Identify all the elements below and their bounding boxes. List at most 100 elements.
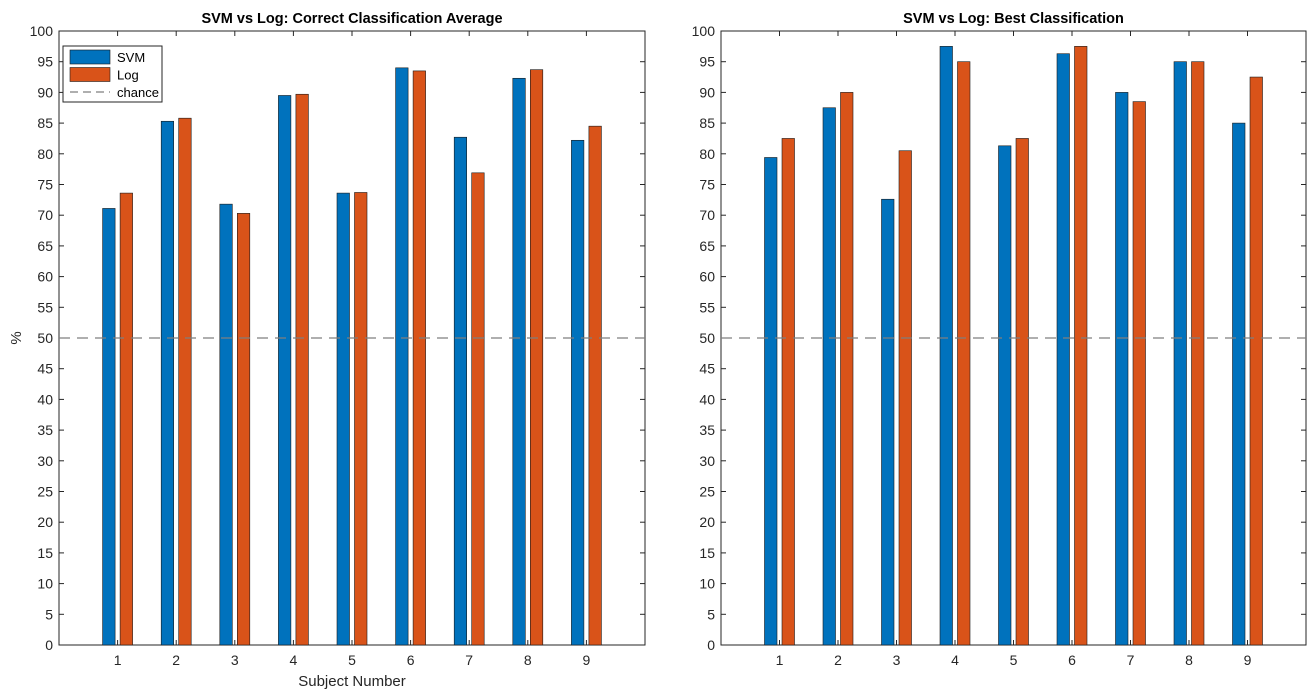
y-tick-label: 5 xyxy=(45,606,53,622)
legend-label-svm: SVM xyxy=(117,50,145,65)
chart-title: SVM vs Log: Correct Classification Avera… xyxy=(201,11,502,27)
bar-svm-subject-3 xyxy=(881,198,895,646)
bar-svm-subject-9 xyxy=(571,139,585,646)
legend-swatch-svm xyxy=(69,49,111,65)
x-tick-label: 8 xyxy=(524,652,532,668)
legend-label-chance: chance xyxy=(117,85,159,100)
bar-svm-subject-5 xyxy=(998,145,1012,646)
y-tick-label: 50 xyxy=(37,330,53,346)
x-tick-label: 4 xyxy=(951,652,959,668)
y-tick-label: 45 xyxy=(699,361,715,377)
y-tick-label: 20 xyxy=(37,514,53,530)
bar-log-subject-6 xyxy=(412,70,426,646)
x-tick-label: 7 xyxy=(465,652,473,668)
y-tick-label: 70 xyxy=(37,207,53,223)
x-tick-label: 7 xyxy=(1127,652,1135,668)
bar-svm-subject-8 xyxy=(1173,61,1187,646)
bar-log-subject-4 xyxy=(295,93,309,646)
bar-svm-subject-7 xyxy=(1115,92,1129,646)
y-tick-label: 30 xyxy=(37,453,53,469)
bar-log-subject-1 xyxy=(781,138,795,646)
y-tick-label: 70 xyxy=(699,207,715,223)
y-tick-label: 0 xyxy=(707,637,715,653)
bar-log-subject-7 xyxy=(1132,101,1146,646)
bar-log-subject-8 xyxy=(529,69,544,646)
x-tick-label: 9 xyxy=(583,652,591,668)
y-tick-label: 25 xyxy=(37,484,53,500)
y-tick-label: 80 xyxy=(699,146,715,162)
x-tick-label: 2 xyxy=(172,652,180,668)
x-tick-label: 5 xyxy=(348,652,356,668)
y-tick-label: 30 xyxy=(699,453,715,469)
bar-log-subject-8 xyxy=(1191,61,1205,646)
bar-svm-subject-6 xyxy=(1056,53,1070,646)
y-tick-label: 55 xyxy=(699,299,715,315)
x-tick-label: 6 xyxy=(407,652,415,668)
y-tick-label: 55 xyxy=(37,299,53,315)
y-tick-label: 75 xyxy=(37,177,53,193)
bar-svm-subject-2 xyxy=(160,120,174,646)
y-tick-label: 20 xyxy=(699,514,715,530)
bar-svm-subject-4 xyxy=(939,46,953,646)
x-tick-label: 2 xyxy=(834,652,842,668)
y-axis-label: % xyxy=(8,331,25,344)
y-tick-label: 85 xyxy=(37,115,53,131)
x-tick-label: 9 xyxy=(1244,652,1252,668)
x-axis-label: Subject Number xyxy=(298,673,406,690)
y-tick-label: 5 xyxy=(707,606,715,622)
bar-log-subject-9 xyxy=(588,125,602,646)
y-tick-label: 90 xyxy=(699,84,715,100)
x-tick-label: 1 xyxy=(776,652,784,668)
bar-svm-subject-7 xyxy=(453,136,468,646)
y-tick-label: 85 xyxy=(699,115,715,131)
y-tick-label: 40 xyxy=(37,391,53,407)
chart-left-correct-classification-average: 0510152025303540455055606570758085909510… xyxy=(8,11,646,690)
x-tick-label: 8 xyxy=(1185,652,1193,668)
bar-log-subject-5 xyxy=(354,192,368,646)
bar-log-subject-1 xyxy=(119,192,133,646)
y-tick-label: 10 xyxy=(37,576,53,592)
y-tick-label: 40 xyxy=(699,391,715,407)
bar-log-subject-2 xyxy=(178,117,192,646)
chart-title: SVM vs Log: Best Classification xyxy=(903,11,1124,27)
y-tick-label: 95 xyxy=(699,54,715,70)
bar-svm-subject-6 xyxy=(395,67,409,646)
legend-label-log: Log xyxy=(117,68,139,83)
y-tick-label: 15 xyxy=(37,545,53,561)
x-tick-label: 6 xyxy=(1068,652,1076,668)
bar-log-subject-5 xyxy=(1015,138,1029,646)
x-tick-label: 4 xyxy=(290,652,298,668)
x-tick-label: 5 xyxy=(1010,652,1018,668)
y-tick-label: 95 xyxy=(37,54,53,70)
bar-svm-subject-8 xyxy=(512,77,526,646)
bar-svm-subject-5 xyxy=(336,192,350,646)
bar-log-subject-2 xyxy=(840,92,854,646)
bar-svm-subject-4 xyxy=(278,95,292,646)
x-tick-label: 3 xyxy=(893,652,901,668)
chart-right-best-classification: 0510152025303540455055606570758085909510… xyxy=(692,11,1307,668)
bar-svm-subject-1 xyxy=(102,208,116,646)
y-tick-label: 65 xyxy=(37,238,53,254)
bar-svm-subject-1 xyxy=(764,157,778,646)
y-tick-label: 100 xyxy=(692,23,716,39)
y-tick-label: 75 xyxy=(699,177,715,193)
x-tick-label: 1 xyxy=(114,652,122,668)
y-tick-label: 45 xyxy=(37,361,53,377)
y-tick-label: 15 xyxy=(699,545,715,561)
y-tick-label: 60 xyxy=(37,269,53,285)
bar-svm-subject-9 xyxy=(1232,122,1246,646)
x-tick-label: 3 xyxy=(231,652,239,668)
y-tick-label: 25 xyxy=(699,484,715,500)
bar-log-subject-9 xyxy=(1249,76,1263,646)
bar-log-subject-3 xyxy=(237,213,251,646)
y-tick-label: 60 xyxy=(699,269,715,285)
bar-svm-subject-2 xyxy=(822,107,836,646)
bar-log-subject-4 xyxy=(957,61,971,646)
y-tick-label: 35 xyxy=(37,422,53,438)
bar-log-subject-7 xyxy=(471,172,485,646)
bar-svm-subject-3 xyxy=(219,203,233,646)
bar-log-subject-6 xyxy=(1074,46,1088,646)
y-tick-label: 50 xyxy=(699,330,715,346)
y-tick-label: 65 xyxy=(699,238,715,254)
